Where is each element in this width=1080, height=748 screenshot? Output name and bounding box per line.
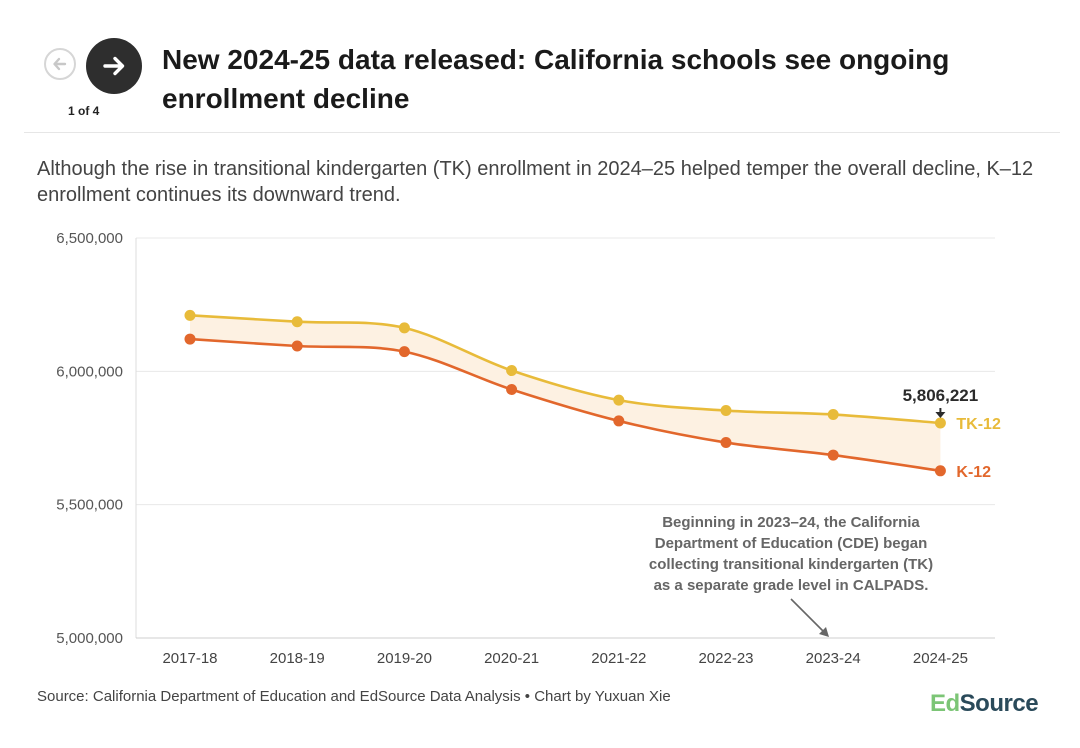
edsource-logo: EdSource xyxy=(930,690,1039,718)
y-tick-label: 6,000,000 xyxy=(56,363,123,380)
chart-subtitle: Although the rise in transitional kinder… xyxy=(37,158,1034,206)
callout-arrow-head xyxy=(935,412,946,419)
note-annotation-line: Beginning in 2023–24, the California xyxy=(662,514,920,531)
logo-source-text: Source xyxy=(959,690,1039,717)
note-arrow-line xyxy=(790,598,827,635)
series-label-k12: K-12 xyxy=(956,464,991,481)
data-point-k12 xyxy=(398,346,410,358)
x-tick-label: 2019-20 xyxy=(377,650,432,667)
note-annotation-line: collecting transitional kindergarten (TK… xyxy=(649,556,933,573)
previous-button[interactable] xyxy=(44,48,76,80)
data-point-k12 xyxy=(506,383,518,395)
note-annotation-line: Department of Education (CDE) began xyxy=(655,535,928,552)
y-tick-label: 6,500,000 xyxy=(56,230,123,247)
data-point-k12 xyxy=(934,465,946,477)
arrow-right-icon xyxy=(103,56,125,76)
y-tick-label: 5,500,000 xyxy=(56,497,123,514)
band-area xyxy=(190,315,941,471)
y-tick-label: 5,000,000 xyxy=(56,630,123,647)
x-tick-label: 2024-25 xyxy=(913,650,968,667)
slide-navigation: 1 of 4 xyxy=(44,38,154,118)
data-point-tk12 xyxy=(934,417,946,429)
x-tick-label: 2017-18 xyxy=(162,650,217,667)
data-point-tk12 xyxy=(613,394,625,406)
x-tick-label: 2018-19 xyxy=(270,650,325,667)
data-point-k12 xyxy=(184,333,196,345)
x-tick-label: 2020-21 xyxy=(484,650,539,667)
data-point-k12 xyxy=(827,449,839,461)
data-point-tk12 xyxy=(827,409,839,421)
enrollment-line-chart: 5,000,000 5,500,000 6,000,000 6,500,000 2017… xyxy=(56,230,1001,667)
x-tick-label: 2022-23 xyxy=(698,650,753,667)
data-point-tk12 xyxy=(291,316,303,328)
data-point-k12 xyxy=(291,340,303,352)
data-point-k12 xyxy=(720,437,732,449)
arrow-left-icon xyxy=(53,57,67,71)
data-point-k12 xyxy=(613,415,625,427)
next-button[interactable] xyxy=(86,38,142,94)
source-note: Source: California Department of Educati… xyxy=(37,688,671,705)
logo-ed-text: Ed xyxy=(930,690,960,717)
divider xyxy=(24,132,1060,133)
data-point-tk12 xyxy=(720,405,732,417)
data-point-tk12 xyxy=(506,365,518,377)
series-label-tk12: TK-12 xyxy=(956,416,1001,433)
x-tick-label: 2021-22 xyxy=(591,650,646,667)
data-point-tk12 xyxy=(398,322,410,334)
slide-counter: 1 of 4 xyxy=(68,104,100,118)
data-point-tk12 xyxy=(184,309,196,321)
page-title: New 2024-25 data released: California sc… xyxy=(162,44,950,114)
note-arrow-head xyxy=(819,627,829,637)
value-callout: 5,806,221 xyxy=(903,386,979,405)
series-line-tk12 xyxy=(189,314,941,425)
note-annotation-line: as a separate grade level in CALPADS. xyxy=(654,577,929,594)
series-line-k12 xyxy=(189,337,941,473)
x-tick-label: 2023-24 xyxy=(806,650,861,667)
